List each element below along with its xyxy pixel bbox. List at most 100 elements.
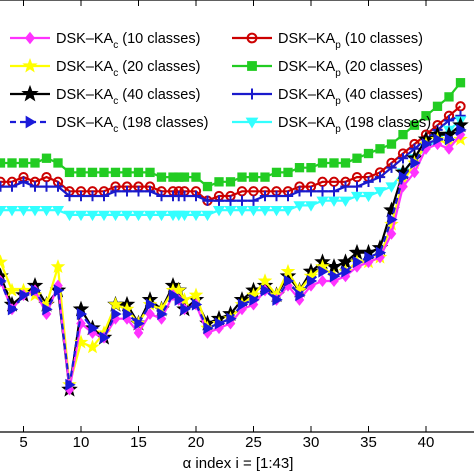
data-point (40, 206, 53, 217)
data-point (132, 210, 145, 222)
legend-marker (246, 32, 258, 44)
data-point (133, 167, 144, 178)
data-point (73, 334, 89, 349)
data-point (397, 153, 409, 164)
data-point (351, 171, 363, 183)
data-point (384, 216, 399, 231)
data-point (7, 158, 17, 168)
data-point (0, 206, 7, 217)
data-point (375, 246, 387, 259)
data-point (270, 206, 283, 217)
legend-label: DSK–KAp (198 classes) (278, 115, 431, 135)
legend-item: DSK–KAc (20 classes) (10, 57, 200, 79)
data-point (53, 158, 63, 168)
data-point (87, 190, 98, 202)
data-point (260, 284, 272, 297)
data-point (340, 181, 351, 192)
data-point (237, 172, 247, 182)
data-point (174, 293, 185, 306)
data-point (272, 293, 283, 306)
data-point (259, 190, 271, 202)
series-6 (0, 110, 466, 206)
data-point (144, 186, 156, 197)
data-point (282, 190, 294, 202)
data-point (387, 213, 398, 226)
legend-item: DSK–KAc (10 classes) (10, 31, 200, 51)
data-point (236, 186, 248, 197)
legend-label: DSK–KAc (40 classes) (56, 87, 200, 107)
data-point (88, 322, 99, 335)
data-point (351, 181, 363, 192)
data-point (178, 210, 191, 222)
data-point (386, 227, 397, 240)
data-point (316, 196, 329, 207)
data-point (317, 274, 328, 287)
data-point (134, 317, 145, 330)
data-point (108, 296, 123, 311)
data-point (281, 206, 295, 217)
data-point (328, 176, 340, 187)
data-point (133, 186, 144, 197)
data-point (18, 176, 29, 188)
data-point (18, 158, 29, 168)
legend-item: DSK–KAc (40 classes) (10, 84, 200, 107)
data-point (224, 206, 237, 217)
series-7 (0, 116, 467, 222)
data-point (352, 256, 364, 269)
data-point (235, 206, 249, 217)
legend-marker (245, 117, 259, 129)
data-point (214, 317, 226, 330)
data-point (121, 186, 133, 197)
data-point (145, 307, 155, 321)
data-point (189, 210, 203, 222)
data-point (202, 195, 213, 206)
legend-label: DSK–KAp (40 classes) (278, 87, 423, 107)
data-point (257, 273, 273, 288)
data-point (4, 282, 20, 297)
legend-label: DSK–KAp (10 classes) (278, 31, 423, 51)
series-line-4 (0, 105, 462, 202)
data-point (363, 176, 374, 188)
data-point (283, 274, 295, 288)
data-point (143, 210, 157, 222)
data-point (179, 172, 190, 182)
data-point (0, 158, 6, 168)
data-point (398, 180, 408, 193)
data-point (432, 101, 443, 111)
data-point (225, 195, 236, 206)
data-point (294, 163, 305, 173)
data-point (213, 195, 225, 206)
data-point (398, 171, 410, 184)
legend-label: DSK–KAc (198 classes) (56, 115, 209, 135)
data-point (50, 259, 66, 274)
data-point (168, 289, 180, 302)
data-point (190, 190, 202, 202)
data-point (363, 148, 374, 159)
data-point (63, 210, 76, 222)
data-point (293, 201, 306, 212)
data-point (85, 339, 100, 354)
data-point (111, 307, 122, 321)
legend: DSK–KAc (10 classes) DSK–KAp (10 classes)… (10, 31, 431, 135)
legend-marker (247, 61, 257, 71)
data-point (317, 176, 328, 187)
x-tick-label: 30 (303, 434, 320, 451)
data-point (329, 158, 339, 168)
data-point (0, 181, 6, 192)
data-point (145, 167, 155, 178)
data-point (247, 206, 260, 217)
data-point (225, 177, 236, 187)
data-point (409, 166, 420, 179)
data-point (341, 265, 352, 278)
legend-item: DSK–KAc (198 classes) (10, 115, 209, 135)
data-point (329, 270, 341, 283)
legend-label: DSK–KAc (10 classes) (56, 31, 200, 51)
x-tick-label: 35 (360, 434, 377, 451)
data-point (120, 210, 134, 222)
data-point (421, 138, 433, 151)
legend-marker (21, 84, 39, 102)
data-point (122, 167, 132, 178)
data-point (0, 277, 7, 285)
